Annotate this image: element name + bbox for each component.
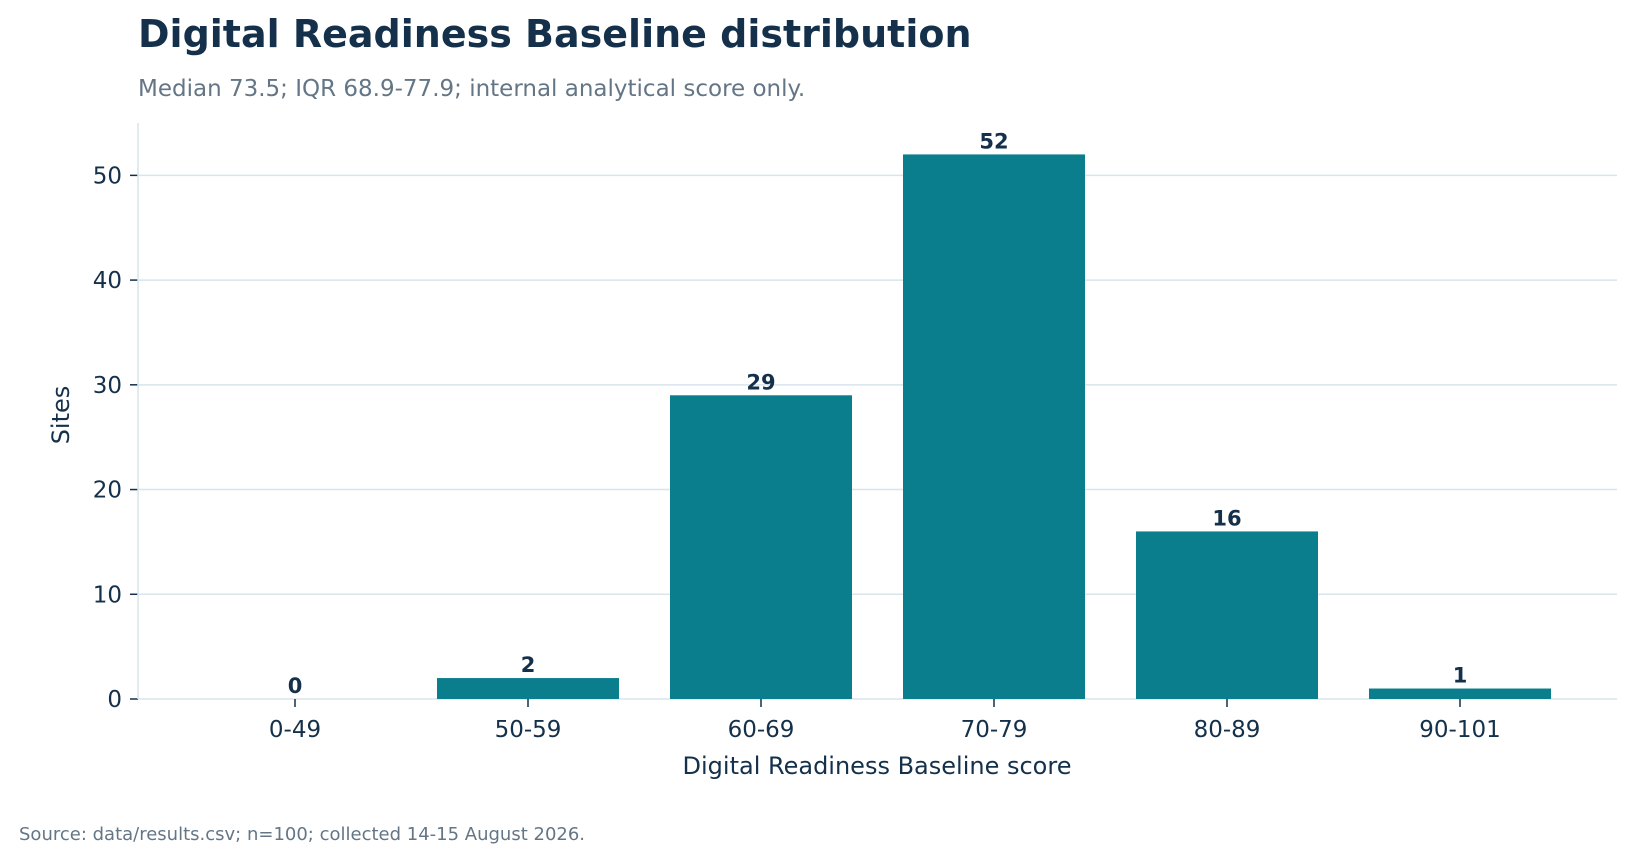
data-label: 16: [1212, 506, 1241, 530]
y-tick-label: 0: [107, 687, 122, 713]
x-tick-label: 50-59: [495, 717, 562, 743]
bar-60-69: [670, 395, 852, 699]
data-labels: 0 2 29 52 16 1: [288, 129, 1468, 698]
chart-subtitle: Median 73.5; IQR 68.9-77.9; internal ana…: [138, 76, 806, 102]
y-tick-label: 20: [93, 478, 122, 504]
x-axis-title: Digital Readiness Baseline score: [683, 752, 1072, 780]
data-label: 0: [288, 674, 303, 698]
data-label: 1: [1453, 664, 1468, 688]
gridlines: [138, 174, 1617, 596]
bars: [437, 154, 1551, 699]
y-axis-title: Sites: [47, 386, 75, 445]
data-label: 2: [521, 653, 536, 677]
bar-90-101: [1369, 688, 1551, 699]
source-note: Source: data/results.csv; n=100; collect…: [19, 824, 586, 845]
data-label: 52: [979, 129, 1008, 153]
x-tick-label: 60-69: [728, 717, 795, 743]
y-tick-label: 40: [93, 268, 122, 294]
y-tick-label: 50: [93, 163, 122, 189]
bar-80-89: [1136, 531, 1318, 699]
y-tick-label: 10: [93, 582, 122, 608]
data-label: 29: [746, 370, 775, 394]
chart-title: Digital Readiness Baseline distribution: [138, 12, 972, 56]
bar-50-59: [437, 678, 619, 699]
x-tick-label: 70-79: [961, 717, 1028, 743]
y-tick-label: 30: [93, 373, 122, 399]
x-tick-label: 90-101: [1419, 717, 1500, 743]
x-tick-label: 80-89: [1194, 717, 1261, 743]
x-tick-label: 0-49: [269, 717, 321, 743]
bar-70-79: [903, 154, 1085, 699]
